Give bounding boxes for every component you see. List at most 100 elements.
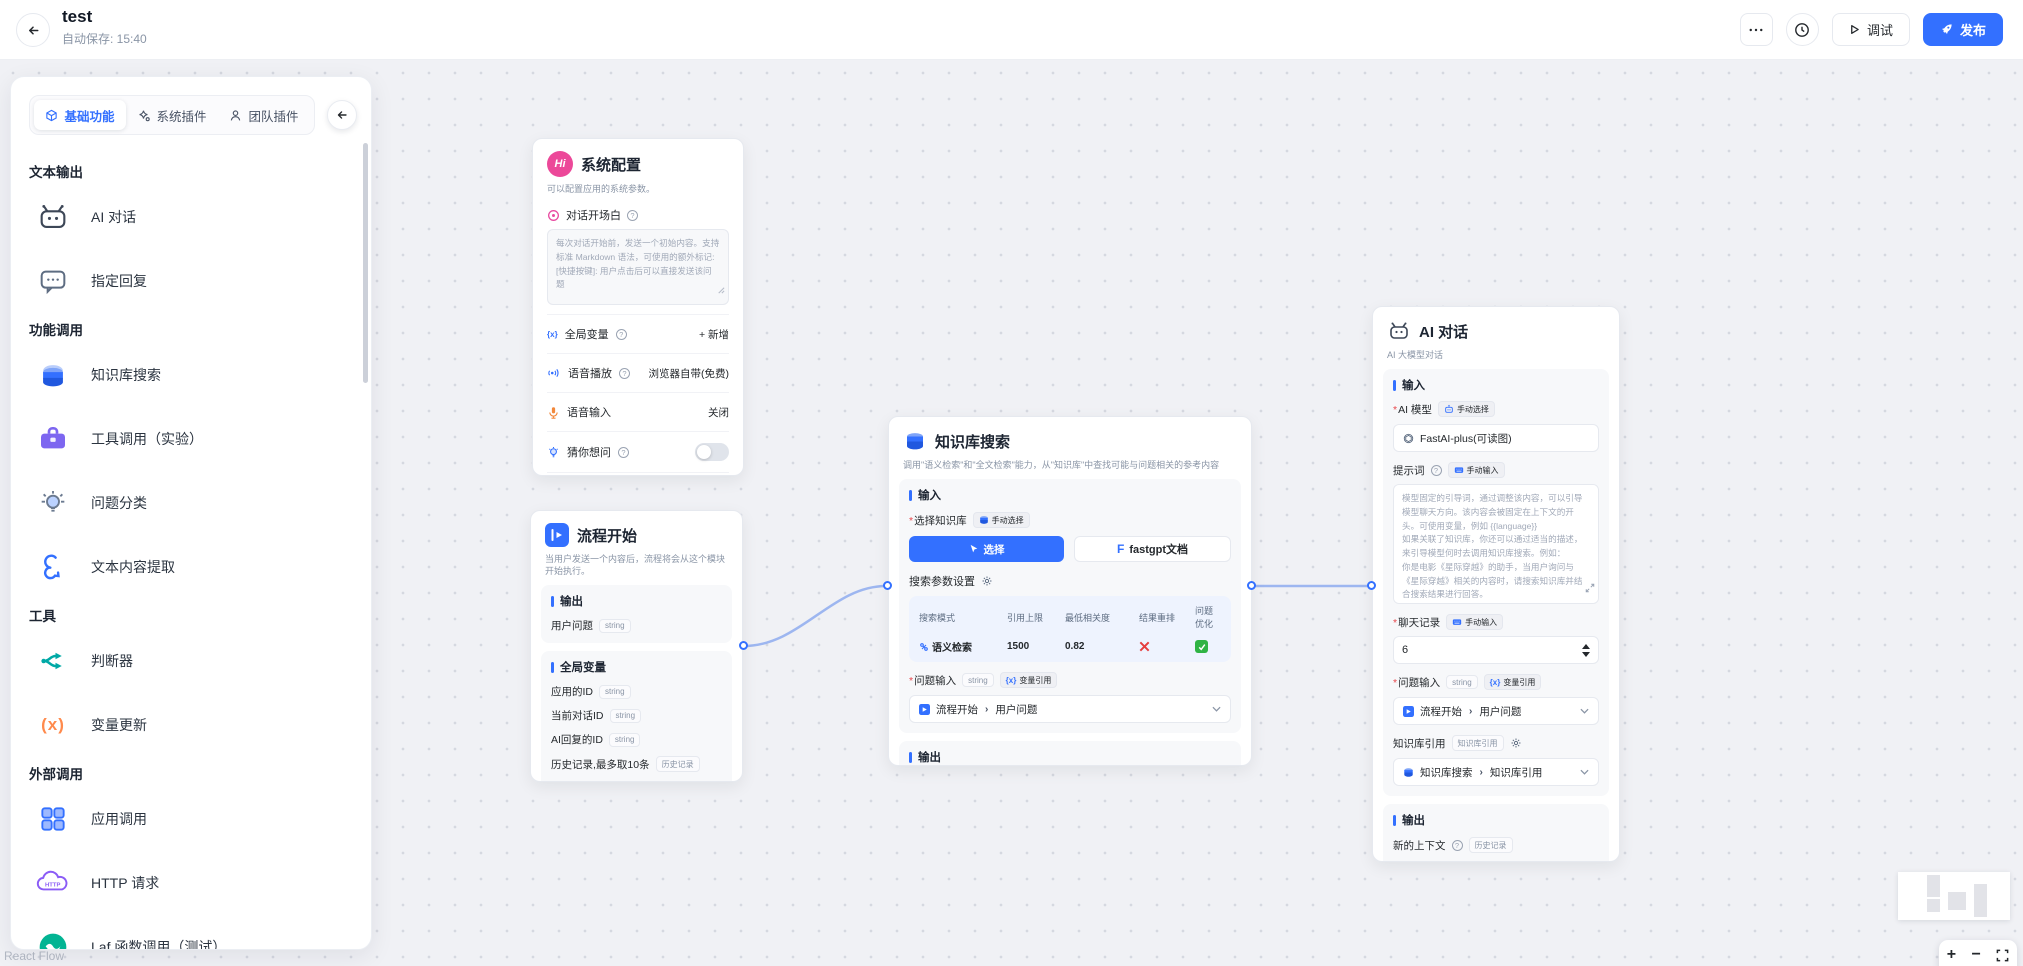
question-guide-toggle[interactable] (695, 443, 729, 462)
dataset-ref-select[interactable]: 知识库搜索 › 知识库引用 (1393, 758, 1599, 787)
prompt-textarea[interactable] (1393, 484, 1599, 605)
gear-icon[interactable] (981, 575, 993, 587)
module-item-http-request[interactable]: HTTP HTTP 请求 (11, 857, 371, 909)
fit-view-button[interactable] (1996, 949, 2009, 962)
row-global-variables[interactable]: 全局变量 + 新增 (547, 314, 729, 353)
help-icon[interactable] (1430, 464, 1442, 476)
section-header-input: 输入 (909, 487, 1231, 503)
section-header-output: 输出 (551, 593, 722, 609)
prompt-label: 提示词 (1393, 464, 1425, 477)
history-button[interactable] (1785, 13, 1819, 46)
selected-dataset-chip[interactable]: F fastgpt文档 (1074, 536, 1231, 563)
history-count-stepper[interactable] (1393, 636, 1599, 665)
publish-button[interactable]: 发布 (1922, 13, 2003, 46)
zoom-in-button[interactable]: + (1946, 946, 1957, 963)
model-icon (1403, 433, 1414, 443)
module-item-ai-chat[interactable]: AI 对话 (11, 191, 371, 243)
node-desc: 可以配置应用的系统参数。 (547, 184, 656, 194)
welcome-label: 对话开场白 (566, 210, 621, 223)
welcome-textarea[interactable] (547, 229, 729, 306)
module-item-variable-update[interactable]: 变量更新 (11, 699, 371, 751)
manual-select-tag: 手动选择 (972, 512, 1030, 529)
node-desc: AI 大模型对话 (1387, 350, 1444, 360)
gear-icon[interactable] (1510, 737, 1522, 749)
search-params-label: 搜索参数设置 (909, 576, 975, 589)
flow-start-output-handle[interactable] (739, 641, 748, 650)
debug-button[interactable]: 调试 (1831, 13, 1910, 46)
back-button[interactable] (16, 13, 50, 47)
type-tag: string (609, 708, 642, 723)
history-count-input[interactable] (1402, 644, 1582, 657)
module-item-app-call[interactable]: 应用调用 (11, 793, 371, 845)
stepper-arrows[interactable] (1582, 643, 1590, 657)
node-title: 系统配置 (581, 156, 642, 174)
history-label: 聊天记录 (1393, 615, 1440, 630)
type-tag: string (608, 732, 641, 747)
section-function-call: 功能调用 (29, 323, 83, 338)
manual-input-tag: 手动输入 (1447, 462, 1505, 479)
help-icon[interactable] (618, 446, 629, 458)
module-item-assigned-reply[interactable]: 指定回复 (11, 255, 371, 307)
expand-icon[interactable] (1585, 580, 1595, 598)
select-dataset-button[interactable]: 选择 (909, 536, 1064, 563)
module-item-question-classify[interactable]: 问题分类 (11, 477, 371, 529)
dataset-search-input-handle[interactable] (883, 581, 892, 590)
zoom-out-button[interactable]: − (1971, 946, 1981, 963)
node-title: AI 对话 (1419, 323, 1469, 341)
flow-start-output-card: 输出 用户问题 string (541, 585, 732, 644)
row-tts[interactable]: 语音播放 浏览器自带(免费) (547, 353, 729, 392)
dataset-search-output-card: 输出 知识库引用 知识库引用 (899, 741, 1241, 765)
row-scheduled-run[interactable]: 定时执行 未开启 (547, 472, 729, 475)
dataset-search-output-handle[interactable] (1247, 581, 1256, 590)
module-item-dataset-search[interactable]: 知识库搜索 (11, 349, 371, 401)
help-icon[interactable] (1451, 839, 1463, 851)
sidebar-scrollbar[interactable] (363, 143, 368, 383)
arrow-left-icon (28, 25, 38, 35)
canvas-controls: + − (1939, 940, 2017, 966)
dataset-mini-icon (979, 516, 988, 524)
resize-handle-icon[interactable] (716, 281, 725, 299)
node-flow-start[interactable]: 流程开始 当用户发送一个内容后，流程将会从这个模块开始执行。 输出 用户问题 st… (530, 510, 743, 782)
row-question-guide[interactable]: 猜你想问 (547, 431, 729, 472)
module-item-tool-call[interactable]: 工具调用（实验） (11, 413, 371, 465)
breadcrumb-sep: › (1469, 705, 1473, 717)
breadcrumb-sep: › (1479, 766, 1483, 778)
node-ai-chat[interactable]: AI 对话 AI 大模型对话 输入 AI 模型 手动选择 FastAI-plus… (1372, 306, 1620, 862)
module-item-classifier[interactable]: 判断器 (11, 635, 371, 687)
ai-chat-input-handle[interactable] (1367, 581, 1376, 590)
question-input-label: 问题输入 (909, 673, 956, 688)
keyboard-mini-icon (1454, 467, 1463, 473)
module-item-content-extract[interactable]: 文本内容提取 (11, 541, 371, 593)
topbar: test 自动保存: 15:40 调试 发布 (0, 0, 2023, 60)
flow-start-mini-icon (919, 703, 930, 715)
row-speech-input[interactable]: 语音输入 关闭 (547, 392, 729, 431)
help-icon[interactable] (627, 209, 638, 221)
add-variable-button[interactable]: + 新增 (698, 328, 729, 341)
help-icon[interactable] (619, 367, 630, 379)
tab-basic-modules[interactable]: 基础功能 (34, 100, 126, 130)
variable-ref-tag: 变量引用 (1483, 674, 1542, 691)
more-menu-button[interactable] (1739, 13, 1773, 46)
section-external-call: 外部调用 (29, 767, 83, 782)
dataset-select-label: 选择知识库 (909, 513, 967, 528)
question-ref-select[interactable]: 流程开始 › 用户问题 (1393, 697, 1599, 726)
robot-mini-icon (1445, 404, 1453, 413)
collapse-sidebar-button[interactable] (327, 100, 357, 130)
model-select[interactable]: FastAI-plus(可读图) (1393, 424, 1599, 453)
tab-system-plugins[interactable]: 系统插件 (126, 100, 218, 130)
question-ref-select[interactable]: 流程开始 › 用户问题 (909, 695, 1231, 724)
chevron-down-icon (1212, 706, 1221, 712)
output-label: 新的上下文 (1393, 839, 1446, 852)
search-params-table: 搜索模式 引用上限 最低相关度 结果重排 问题优化 语义检索 1500 0.82 (909, 596, 1231, 663)
node-dataset-search[interactable]: 知识库搜索 调用"语义检索"和"全文检索"能力，从"知识库"中查找可能与问题相关… (888, 416, 1252, 766)
module-item-laf-function[interactable]: Laf 函数调用（测试） (11, 921, 371, 949)
node-system-config[interactable]: Hi 系统配置 可以配置应用的系统参数。 对话开场白 全局变量 + 新增 语音播… (532, 138, 744, 476)
tab-team-plugins[interactable]: 团队插件 (218, 100, 310, 130)
question-input-label: 问题输入 (1393, 675, 1440, 690)
type-tag: 历史记录 (1468, 837, 1513, 854)
welcome-icon (548, 209, 559, 221)
ai-model-label: AI 模型 (1393, 402, 1432, 417)
help-icon[interactable] (615, 328, 627, 340)
minimap[interactable] (1898, 872, 2010, 920)
mic-icon (549, 406, 558, 419)
